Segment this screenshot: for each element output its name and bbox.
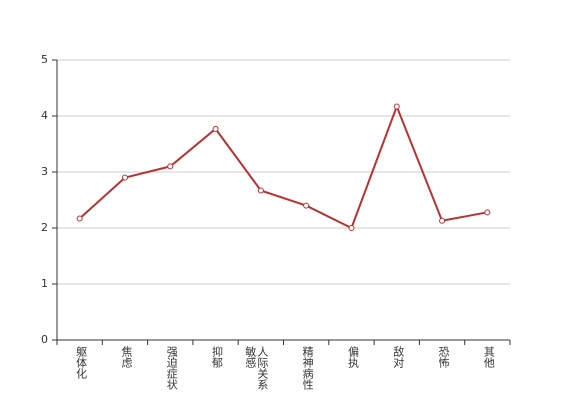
point [439,217,446,224]
point [257,187,264,194]
x-tick-label: 偏执 [346,346,360,368]
point [303,202,310,209]
x-tick-label: 人际关系敏感 [243,346,269,390]
y-tick-label: 3 [41,165,48,178]
x-tick-label: 强迫症状 [165,346,179,390]
x-tick-label: 躯体化 [74,346,88,379]
line [78,103,488,230]
y-tick-label: 2 [41,221,48,234]
point [121,174,128,181]
x-tick-label: 抑郁 [210,346,224,368]
x-tick-label: 恐怖 [437,346,451,368]
point [484,209,491,216]
y-tick-label: 1 [41,277,48,290]
y-tick-label: 0 [41,333,48,346]
y-tick-label: 4 [41,109,48,122]
point [76,215,83,222]
point [167,163,174,170]
x-tick-label: 精神病性 [301,346,315,390]
point [348,225,355,231]
x-tick-label: 其他 [482,346,496,368]
x-tick-label: 焦虑 [119,346,133,368]
y-tick-label: 5 [41,53,48,66]
x-tick-label: 敌对 [391,346,405,368]
point [393,103,400,110]
point [212,125,219,132]
